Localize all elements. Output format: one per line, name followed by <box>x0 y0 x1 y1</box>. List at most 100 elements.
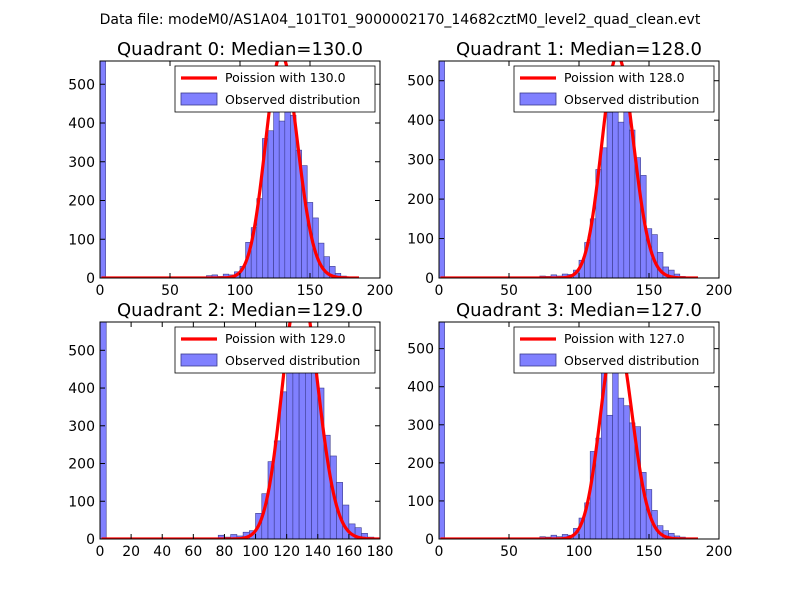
quadrant-0-poisson-curve <box>101 61 360 278</box>
quadrant-3-poisson-curve <box>440 331 699 539</box>
quadrant-2-ytick-label: 500 <box>68 343 95 359</box>
quadrant-2-title: Quadrant 2: Median=129.0 <box>117 300 363 321</box>
quadrant-1-title: Quadrant 1: Median=128.0 <box>456 39 702 60</box>
quadrant-2-xtick-label: 0 <box>96 544 105 560</box>
quadrant-2-panel: Quadrant 2: Median=129.00 20 40 60 80 100 120 1… <box>68 300 394 560</box>
quadrant-3-ytick-label: 400 <box>407 380 434 396</box>
quadrant-2-ytick-label: 200 <box>68 457 95 473</box>
quadrant-3-ytick-label: 500 <box>407 342 434 358</box>
quadrant-0-bar <box>284 111 291 278</box>
quadrant-3-bar <box>439 322 445 539</box>
quadrant-1-ytick-label: 200 <box>407 192 434 208</box>
quadrant-1-bar <box>606 111 613 278</box>
quadrant-0-ytick-label: 400 <box>68 116 95 132</box>
quadrant-3-bar <box>617 397 625 539</box>
quadrant-0-histogram <box>100 61 353 278</box>
quadrant-3-ytick-label: 0 <box>425 532 434 548</box>
quadrant-3-ytick-label: 100 <box>407 494 434 510</box>
quadrant-3-xtick-label: 100 <box>566 544 593 560</box>
quadrant-2-bar <box>298 348 306 539</box>
quadrant-0-bar <box>329 266 336 278</box>
quadrant-3-legend-hist-swatch <box>519 353 557 367</box>
quadrant-3-bar <box>606 414 613 539</box>
quadrant-0-bar <box>278 120 286 278</box>
quadrant-2-legend: Poission with 129.0 Observed distribution <box>174 326 376 374</box>
quadrant-1-bar <box>439 61 445 278</box>
quadrant-3-title: Quadrant 3: Median=127.0 <box>456 300 702 321</box>
quadrant-0-ytick-label: 200 <box>68 194 95 210</box>
quadrant-1-bar <box>617 121 625 278</box>
quadrant-3-legend: Poission with 127.0 Observed distribution <box>513 326 715 374</box>
quadrant-1-xtick-label: 100 <box>566 283 593 299</box>
quadrant-2-bar <box>286 372 294 539</box>
quadrant-0-bar <box>273 101 280 278</box>
quadrant-2-xtick-label: 60 <box>184 544 202 560</box>
quadrant-1-panel: Quadrant 1: Median=128.0 0 50 100 150 200 0 100… <box>407 39 732 299</box>
quadrant-0-ytick-label: 0 <box>86 271 95 287</box>
quadrant-0-legend-hist-swatch <box>180 92 218 106</box>
quadrant-3-bar <box>623 405 630 539</box>
quadrant-1-legend: Poission with 128.0 Observed distribution <box>513 65 715 113</box>
quadrant-2-xtick-label: 40 <box>153 544 171 560</box>
quadrant-1-ytick-label: 300 <box>407 153 434 169</box>
quadrant-2-frame <box>99 321 381 540</box>
quadrant-0-ytick-label: 500 <box>68 77 95 93</box>
quadrant-1-legend-hist-label: Observed distribution <box>564 92 699 107</box>
quadrant-2-bar <box>100 322 107 539</box>
quadrant-2-xtick-label: 180 <box>367 544 394 560</box>
quadrant-0-ytick-label: 100 <box>68 232 95 248</box>
quadrant-2-legend-hist-swatch <box>180 353 218 367</box>
quadrant-1-ytick-label: 400 <box>407 113 434 129</box>
quadrant-3-legend-fit-label: Poission with 127.0 <box>564 331 685 346</box>
quadrant-3-xtick-label: 50 <box>500 544 518 560</box>
quadrant-0-bar <box>267 130 274 278</box>
quadrant-2-legend-hist-label: Observed distribution <box>225 353 360 368</box>
quadrant-2-xtick-label: 20 <box>122 544 140 560</box>
quadrant-1-legend-hist-swatch <box>519 92 557 106</box>
quadrant-0-xtick-label: 0 <box>96 283 105 299</box>
quadrant-1-histogram <box>439 61 692 278</box>
figure-suptitle: Data file: modeM0/AS1A04_101T01_90000021… <box>100 12 701 28</box>
quadrant-2-xtick-label: 80 <box>216 544 234 560</box>
quadrant-2-legend-fit-label: Poission with 129.0 <box>225 331 346 346</box>
quadrant-1-poisson-curve <box>440 61 699 278</box>
quadrant-0-xtick-label: 50 <box>161 283 179 299</box>
quadrant-1-bar <box>612 88 619 278</box>
quadrant-1-bar <box>623 100 630 278</box>
quadrant-2-ytick-label: 0 <box>86 532 95 548</box>
quadrant-2-ytick-label: 400 <box>68 381 95 397</box>
quadrant-1-ytick-label: 500 <box>407 74 434 90</box>
quadrant-1-ytick-label: 0 <box>425 271 434 287</box>
quadrant-2-xtick-label: 160 <box>336 544 363 560</box>
quadrant-0-bar <box>290 114 297 278</box>
quadrant-3-ytick-label: 200 <box>407 456 434 472</box>
quadrant-2-ytick-label: 300 <box>68 419 95 435</box>
quadrant-3-legend-hist-label: Observed distribution <box>564 353 699 368</box>
quadrant-0-xtick-label: 150 <box>297 283 324 299</box>
quadrant-0-legend-hist-label: Observed distribution <box>225 92 360 107</box>
quadrant-0-panel: Quadrant 0: Median=130.0 0 50 100 150 200 0 100… <box>68 39 393 299</box>
quadrant-3-panel: Quadrant 3: Median=127.0 0 50 100 150 200 0 100… <box>407 300 732 560</box>
quadrant-2-xtick-label: 140 <box>304 544 331 560</box>
quadrant-0-legend: Poission with 130.0 Observed distribution <box>174 65 376 113</box>
quadrant-0-xtick-label: 200 <box>367 283 394 299</box>
quadrant-2-ytick-label: 100 <box>68 494 95 510</box>
quadrant-0-bar <box>100 61 106 278</box>
quadrant-0-legend-fit-label: Poission with 130.0 <box>225 70 346 85</box>
quadrant-3-xtick-label: 200 <box>706 544 733 560</box>
quadrant-0-xtick-label: 100 <box>227 283 254 299</box>
quadrant-3-xtick-label: 0 <box>435 544 444 560</box>
quadrant-2-bar <box>311 365 319 539</box>
quadrant-2-bar <box>280 391 287 539</box>
quadrant-1-legend-fit-label: Poission with 128.0 <box>564 70 685 85</box>
quadrant-3-xtick-label: 150 <box>636 544 663 560</box>
quadrant-1-xtick-label: 200 <box>706 283 733 299</box>
quadrant-2-xtick-label: 120 <box>273 544 300 560</box>
quadrant-1-bar <box>601 147 608 278</box>
quadrant-1-xtick-label: 150 <box>636 283 663 299</box>
quadrant-2-poisson-curve <box>101 322 380 539</box>
quadrant-2-xtick-label: 100 <box>242 544 269 560</box>
quadrant-3-ytick-label: 300 <box>407 418 434 434</box>
quadrant-1-xtick-label: 0 <box>435 283 444 299</box>
